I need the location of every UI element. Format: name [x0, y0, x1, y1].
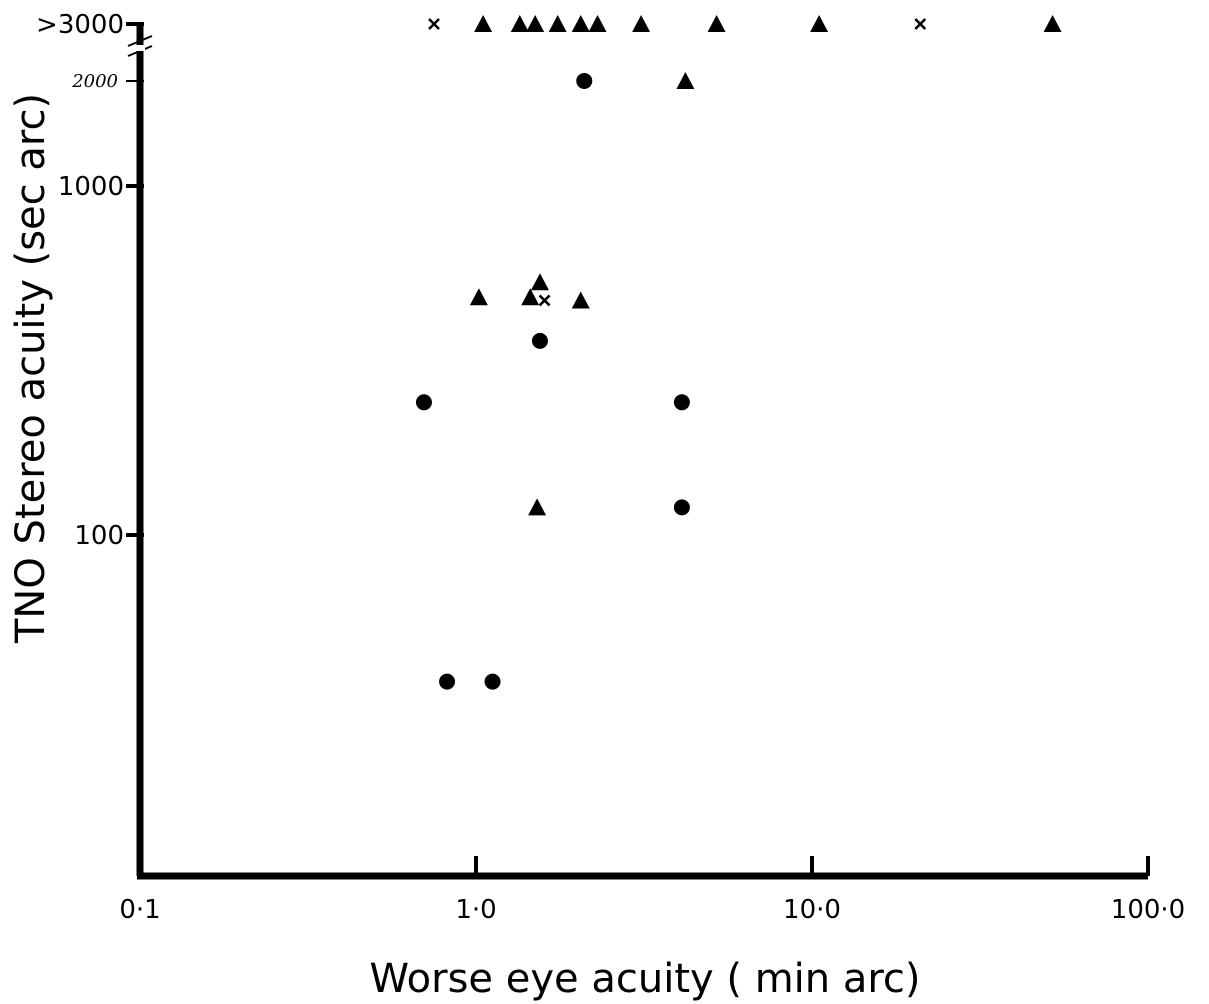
- x-tick-label: 10·0: [783, 895, 841, 925]
- data-point-triangle: [810, 15, 829, 32]
- y-tick-label: >3000: [36, 10, 124, 40]
- data-point-triangle: [707, 15, 726, 32]
- data-point-triangle: [469, 288, 488, 306]
- data-point-triangle: [526, 15, 545, 32]
- data-point-triangle: [588, 15, 607, 32]
- y-ticks: 100 1000 2000 >3000: [36, 10, 144, 551]
- x-tick-label: 1·0: [455, 895, 496, 925]
- x-tick-label: 0·1: [119, 895, 160, 925]
- x-tick-label: 100·0: [1111, 895, 1185, 925]
- data-points: [415, 15, 1062, 690]
- data-point-circle: [673, 394, 690, 411]
- data-point-triangle: [474, 15, 493, 32]
- data-point-cross: [428, 18, 440, 30]
- data-point-triangle: [510, 15, 529, 32]
- data-point-triangle: [571, 291, 590, 309]
- data-point-triangle: [1043, 15, 1062, 32]
- data-point-triangle: [676, 71, 695, 89]
- data-point-circle: [415, 394, 432, 411]
- y-axis-break: [127, 35, 153, 57]
- data-point-circle: [439, 673, 456, 690]
- data-point-triangle: [548, 15, 567, 32]
- x-ticks: 0·1 1·0 10·0 100·0: [119, 856, 1185, 925]
- data-point-circle: [576, 72, 593, 89]
- data-point-triangle: [521, 288, 540, 306]
- y-tick-label: 1000: [58, 172, 124, 202]
- y-axis-title: TNO Stereo acuity (sec arc): [8, 93, 54, 644]
- data-point-triangle: [571, 15, 590, 32]
- y-tick-label: 2000: [71, 71, 118, 92]
- x-axis-title: Worse eye acuity ( min arc): [369, 956, 920, 1002]
- data-point-cross: [914, 18, 927, 30]
- data-point-triangle: [530, 273, 549, 291]
- data-point-circle: [531, 332, 548, 349]
- data-point-triangle: [528, 498, 547, 516]
- data-point-cross: [538, 294, 551, 307]
- data-point-circle: [673, 499, 690, 516]
- data-point-circle: [484, 673, 501, 690]
- data-point-triangle: [632, 15, 651, 32]
- y-tick-label: 100: [74, 521, 124, 551]
